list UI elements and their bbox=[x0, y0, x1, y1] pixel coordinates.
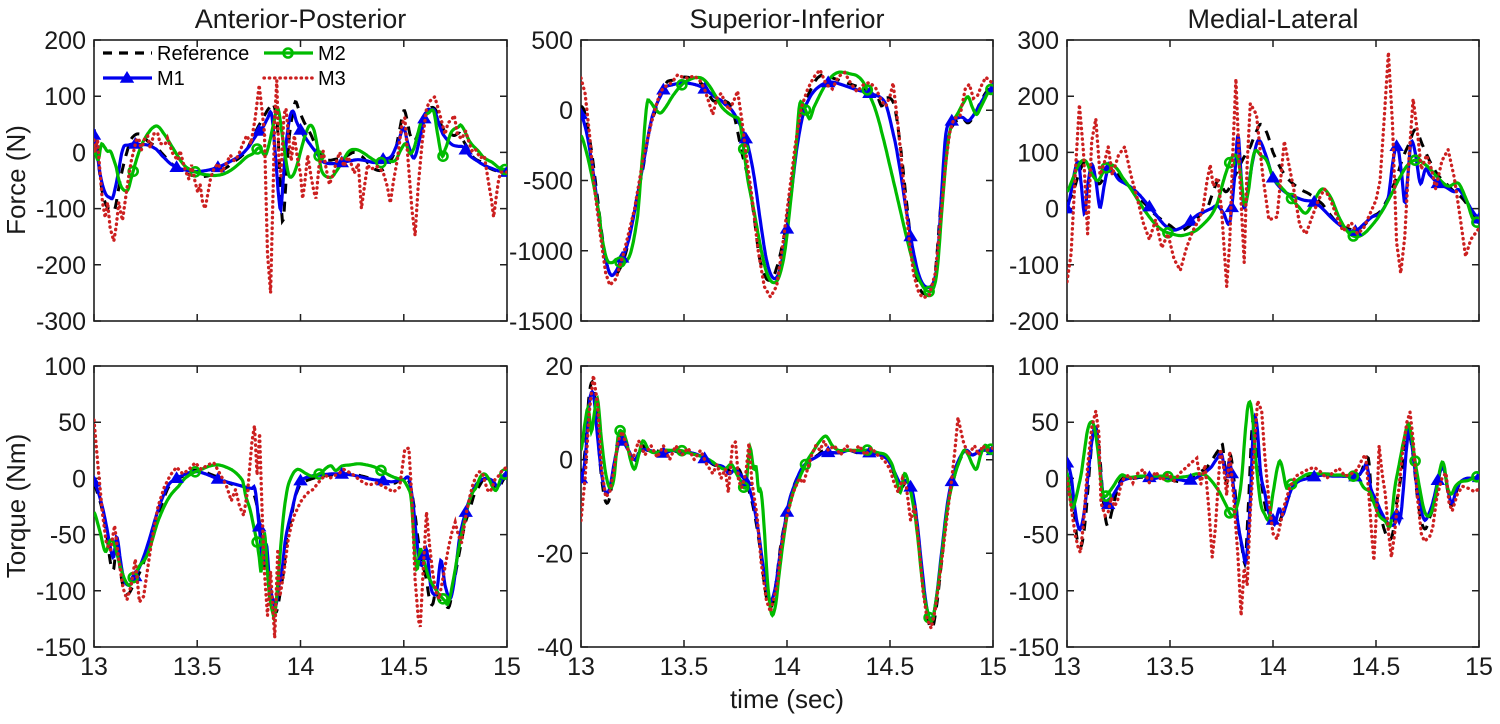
svg-text:-150: -150 bbox=[36, 634, 86, 662]
svg-text:14: 14 bbox=[1259, 653, 1287, 681]
svg-text:-40: -40 bbox=[537, 634, 573, 662]
svg-text:50: 50 bbox=[58, 409, 86, 437]
svg-text:Force (N): Force (N) bbox=[1, 125, 31, 235]
svg-text:-300: -300 bbox=[36, 308, 86, 336]
svg-text:15: 15 bbox=[979, 653, 1007, 681]
svg-text:Medial-Lateral: Medial-Lateral bbox=[1187, 4, 1358, 34]
svg-text:Torque (Nm): Torque (Nm) bbox=[1, 434, 31, 578]
svg-text:14.5: 14.5 bbox=[866, 653, 915, 681]
svg-text:0: 0 bbox=[1045, 465, 1059, 493]
svg-text:-1000: -1000 bbox=[509, 238, 573, 266]
svg-text:0: 0 bbox=[72, 139, 86, 167]
svg-text:14: 14 bbox=[773, 653, 801, 681]
svg-text:14.5: 14.5 bbox=[379, 653, 428, 681]
svg-text:100: 100 bbox=[44, 353, 86, 381]
svg-text:-50: -50 bbox=[50, 522, 86, 550]
svg-text:15: 15 bbox=[1465, 653, 1493, 681]
svg-text:-150: -150 bbox=[1009, 634, 1059, 662]
svg-text:M1: M1 bbox=[157, 68, 185, 90]
svg-text:0: 0 bbox=[72, 465, 86, 493]
svg-text:Superior-Inferior: Superior-Inferior bbox=[689, 4, 884, 34]
svg-text:13: 13 bbox=[1053, 653, 1081, 681]
svg-text:-200: -200 bbox=[36, 252, 86, 280]
svg-text:100: 100 bbox=[1017, 139, 1059, 167]
svg-text:0: 0 bbox=[559, 97, 573, 125]
svg-text:200: 200 bbox=[44, 27, 86, 55]
svg-text:100: 100 bbox=[1017, 353, 1059, 381]
svg-text:50: 50 bbox=[1031, 409, 1059, 437]
svg-text:500: 500 bbox=[531, 27, 573, 55]
svg-text:-200: -200 bbox=[1009, 308, 1059, 336]
svg-text:-500: -500 bbox=[523, 168, 573, 196]
svg-text:-100: -100 bbox=[36, 578, 86, 606]
svg-text:14: 14 bbox=[287, 653, 315, 681]
svg-text:-100: -100 bbox=[1009, 252, 1059, 280]
svg-text:15: 15 bbox=[493, 653, 521, 681]
svg-text:0: 0 bbox=[559, 447, 573, 475]
svg-text:100: 100 bbox=[44, 83, 86, 111]
svg-text:20: 20 bbox=[545, 353, 573, 381]
svg-text:13.5: 13.5 bbox=[1146, 653, 1195, 681]
svg-text:300: 300 bbox=[1017, 27, 1059, 55]
svg-text:-100: -100 bbox=[36, 196, 86, 224]
svg-text:Anterior-Posterior: Anterior-Posterior bbox=[195, 4, 407, 34]
svg-text:13.5: 13.5 bbox=[173, 653, 222, 681]
svg-text:-100: -100 bbox=[1009, 578, 1059, 606]
svg-text:200: 200 bbox=[1017, 83, 1059, 111]
svg-text:13.5: 13.5 bbox=[660, 653, 709, 681]
svg-text:0: 0 bbox=[1045, 196, 1059, 224]
svg-text:M3: M3 bbox=[318, 68, 346, 90]
svg-text:13: 13 bbox=[80, 653, 108, 681]
svg-text:time (sec): time (sec) bbox=[730, 684, 844, 714]
svg-text:13: 13 bbox=[567, 653, 595, 681]
svg-text:-20: -20 bbox=[537, 540, 573, 568]
svg-text:Reference: Reference bbox=[157, 43, 249, 65]
svg-text:M2: M2 bbox=[318, 43, 346, 65]
svg-text:-1500: -1500 bbox=[509, 308, 573, 336]
svg-text:14.5: 14.5 bbox=[1352, 653, 1401, 681]
svg-text:-50: -50 bbox=[1023, 522, 1059, 550]
